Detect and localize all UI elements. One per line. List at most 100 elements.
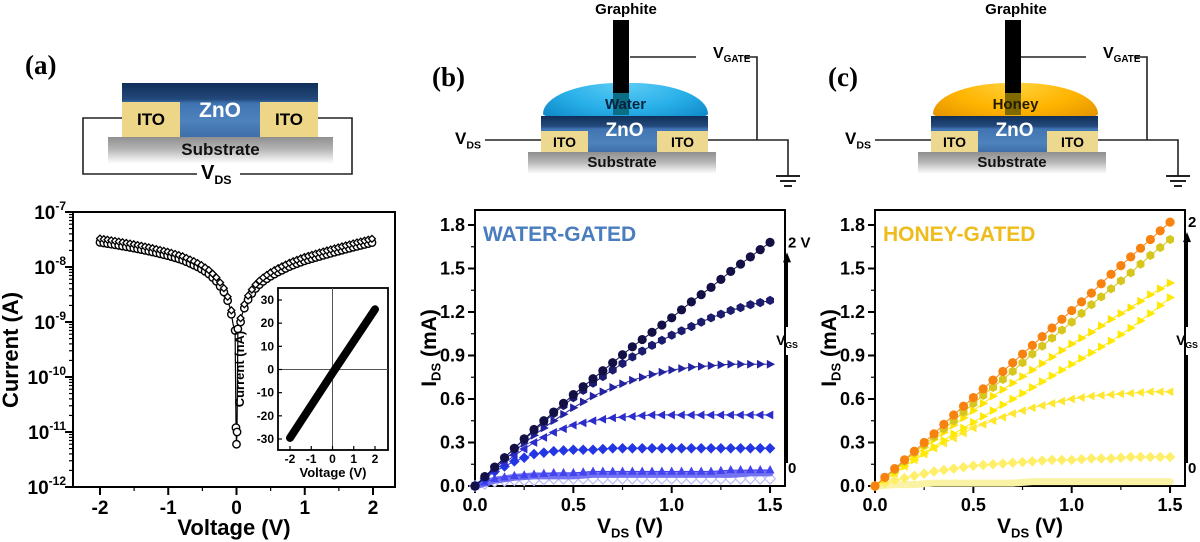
svg-text:1.0: 1.0 (1059, 495, 1084, 515)
vds-label-c: VDS (845, 129, 871, 152)
ito-electrode-right-c (1047, 131, 1098, 152)
svg-text:20: 20 (261, 316, 275, 330)
svg-text:1: 1 (350, 452, 357, 466)
svg-text:VDS (V): VDS (V) (997, 515, 1063, 541)
zno-label-c: ZnO (995, 120, 1034, 141)
svg-text:VGS: VGS (776, 332, 798, 350)
svg-text:-1: -1 (306, 452, 317, 466)
svg-text:Voltage (V): Voltage (V) (300, 465, 367, 480)
graphite-label-b: Graphite (595, 1, 657, 18)
svg-text:0.5: 0.5 (961, 495, 986, 515)
graphite-label-c: Graphite (985, 1, 1047, 18)
substrate-label-c: Substrate (977, 154, 1047, 171)
svg-text:0.9: 0.9 (440, 346, 465, 366)
svg-text:10-11: 10-11 (28, 419, 66, 444)
ito-left-label-c: ITO (942, 134, 967, 150)
svg-text:30: 30 (261, 293, 275, 307)
svg-text:1.8: 1.8 (840, 215, 865, 235)
water-label-b: Water (604, 96, 647, 113)
honey-label-c: Honey (992, 96, 1039, 113)
svg-text:1.5: 1.5 (840, 259, 865, 279)
svg-text:1.8: 1.8 (440, 215, 465, 235)
svg-text:-20: -20 (257, 409, 275, 423)
ito-right-label-b: ITO (670, 134, 695, 150)
svg-text:0.0: 0.0 (840, 476, 865, 496)
graphite-rod-c (1005, 20, 1021, 94)
svg-text:Current (A): Current (A) (0, 292, 23, 408)
svg-text:1.5: 1.5 (440, 259, 465, 279)
svg-text:1.2: 1.2 (840, 302, 865, 322)
svg-text:0.0: 0.0 (440, 476, 465, 496)
svg-text:-2: -2 (92, 498, 109, 519)
svg-text:0.6: 0.6 (440, 389, 465, 409)
svg-text:VGS: VGS (1176, 332, 1198, 350)
svg-text:0.9: 0.9 (840, 346, 865, 366)
svg-text:0.0: 0.0 (462, 495, 487, 515)
ito-electrode-left-a (122, 102, 180, 137)
ito-electrode-left-c (931, 131, 978, 152)
graphite-rod-b (613, 20, 629, 94)
ito-left-label-b: ITO (552, 134, 577, 150)
svg-text:Voltage (V): Voltage (V) (177, 515, 290, 540)
ito-electrode-right-b (657, 131, 708, 152)
panel-b-label: (b) (432, 62, 465, 92)
honey-gated-output-chart: 0.0 0.3 0.6 0.9 1.2 1.5 1.8 0.0 0.5 1.0 1.5 VDS (V)… (820, 209, 1200, 541)
svg-text:10-10: 10-10 (28, 364, 67, 389)
svg-text:0.3: 0.3 (840, 433, 865, 453)
svg-text:1.2: 1.2 (440, 302, 465, 322)
substrate-block-a (108, 137, 333, 164)
svg-text:1: 1 (299, 498, 310, 519)
svg-text:Current (nA): Current (nA) (232, 331, 247, 408)
svg-text:-1: -1 (160, 498, 177, 519)
svg-text:2: 2 (368, 498, 379, 519)
svg-text:HONEY-GATED: HONEY-GATED (883, 223, 1035, 246)
substrate-label-b: Substrate (587, 154, 657, 171)
ito-electrode-right-a (260, 102, 318, 137)
substrate-block-c (918, 152, 1106, 174)
ito-right-label-a: ITO (274, 110, 304, 129)
panel-c-label: (c) (828, 62, 858, 92)
svg-text:0.3: 0.3 (440, 433, 465, 453)
svg-text:10-8: 10-8 (34, 254, 66, 279)
svg-text:-2: -2 (285, 452, 296, 466)
graphite-rod-tip-b (613, 93, 629, 115)
svg-text:IDS (mA): IDS (mA) (420, 309, 444, 387)
ito-electrode-left-b (541, 131, 588, 152)
svg-text:VDS (V): VDS (V) (597, 515, 663, 541)
svg-text:-30: -30 (257, 432, 275, 446)
svg-text:0: 0 (1188, 460, 1196, 477)
vds-label-a: VDS (201, 162, 232, 187)
svg-text:0.0: 0.0 (862, 495, 887, 515)
svg-text:0: 0 (267, 363, 274, 377)
svg-text:2: 2 (372, 452, 379, 466)
svg-text:0: 0 (329, 452, 336, 466)
vgate-label-c: VGATE (1103, 45, 1141, 66)
svg-text:10-7: 10-7 (34, 199, 66, 224)
ito-right-label-c: ITO (1060, 134, 1085, 150)
vds-label-b: VDS (455, 129, 481, 152)
svg-text:1.0: 1.0 (659, 495, 684, 515)
svg-text:1.5: 1.5 (1158, 495, 1183, 515)
substrate-block-b (528, 152, 716, 174)
svg-text:0: 0 (788, 460, 796, 477)
zno-label-a: ZnO (199, 99, 241, 122)
vgate-label-b: VGATE (713, 45, 751, 66)
svg-text:10-9: 10-9 (34, 309, 66, 334)
svg-text:0.5: 0.5 (561, 495, 586, 515)
svg-text:2 V: 2 V (1188, 214, 1200, 231)
graphite-rod-tip-c (1005, 93, 1021, 115)
svg-text:0.6: 0.6 (840, 389, 865, 409)
svg-text:0: 0 (231, 498, 242, 519)
svg-text:IDS (mA): IDS (mA) (820, 309, 844, 387)
svg-text:1.5: 1.5 (758, 495, 783, 515)
svg-text:WATER-GATED: WATER-GATED (483, 223, 636, 246)
svg-text:10-12: 10-12 (28, 474, 67, 499)
water-gated-output-chart: 0.0 0.3 0.6 0.9 1.2 1.5 1.8 0.0 0.5 1.0 1.5 VDS (V)… (420, 209, 811, 541)
svg-text:-10: -10 (257, 386, 275, 400)
substrate-label-a: Substrate (181, 140, 260, 159)
svg-text:2 V: 2 V (788, 234, 811, 251)
ito-left-label-a: ITO (136, 110, 166, 129)
